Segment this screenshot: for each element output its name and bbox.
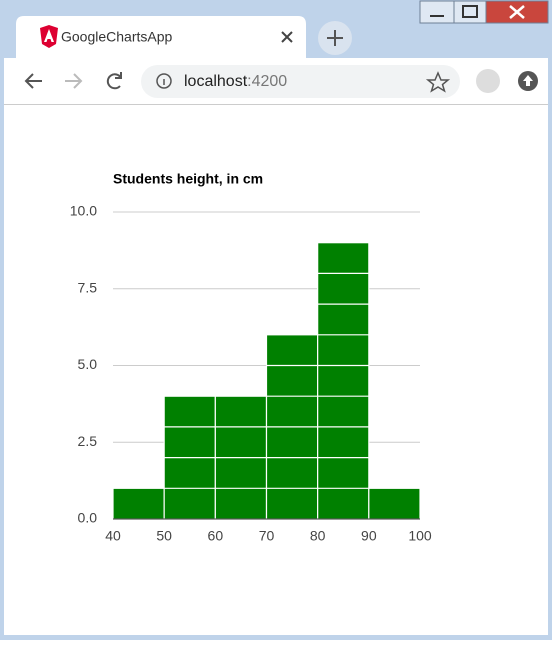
bar <box>368 487 421 520</box>
y-tick-label: 0.0 <box>78 510 98 526</box>
maximize-button[interactable] <box>453 0 487 24</box>
tab-title: GoogleChartsApp <box>61 29 173 45</box>
forward-button[interactable] <box>65 73 83 89</box>
x-tick-label: 60 <box>208 528 224 544</box>
x-tick-label: 90 <box>361 528 377 544</box>
address-bar[interactable] <box>141 65 460 98</box>
minimize-button[interactable] <box>419 0 455 24</box>
y-tick-label: 2.5 <box>78 433 98 449</box>
x-tick-label: 100 <box>408 528 432 544</box>
y-tick-label: 10.0 <box>70 203 97 219</box>
maximize-icon <box>462 5 478 18</box>
url: localhost:4200 <box>184 73 287 90</box>
bar <box>112 487 165 520</box>
bar <box>317 242 370 520</box>
back-button[interactable] <box>24 73 42 89</box>
x-tick-label: 50 <box>156 528 172 544</box>
window-bottom-border <box>0 635 552 638</box>
site-info-icon[interactable] <box>156 73 172 89</box>
y-tick-label: 7.5 <box>78 279 98 295</box>
x-tick-label: 70 <box>259 528 275 544</box>
update-icon-arrow <box>523 75 533 86</box>
close-icon <box>509 5 525 19</box>
chart: 0.0 2.5 5.0 7.5 10.0 40 50 60 70 80 90 100 <box>70 203 432 544</box>
tab-close[interactable] <box>281 31 293 43</box>
new-tab-icon <box>327 30 343 46</box>
reload-button[interactable] <box>106 72 122 90</box>
x-tick-label: 40 <box>105 528 121 544</box>
x-tick-label: 80 <box>310 528 326 544</box>
bookmark-star[interactable] <box>425 71 451 93</box>
chart-title: Students height, in cm <box>113 171 263 187</box>
url-port: :4200 <box>247 73 287 90</box>
tab[interactable] <box>16 16 306 58</box>
y-tick-label: 5.0 <box>78 356 98 372</box>
profile-icon[interactable] <box>476 69 500 93</box>
angular-icon-letter <box>44 29 54 42</box>
url-host: localhost <box>184 73 248 90</box>
